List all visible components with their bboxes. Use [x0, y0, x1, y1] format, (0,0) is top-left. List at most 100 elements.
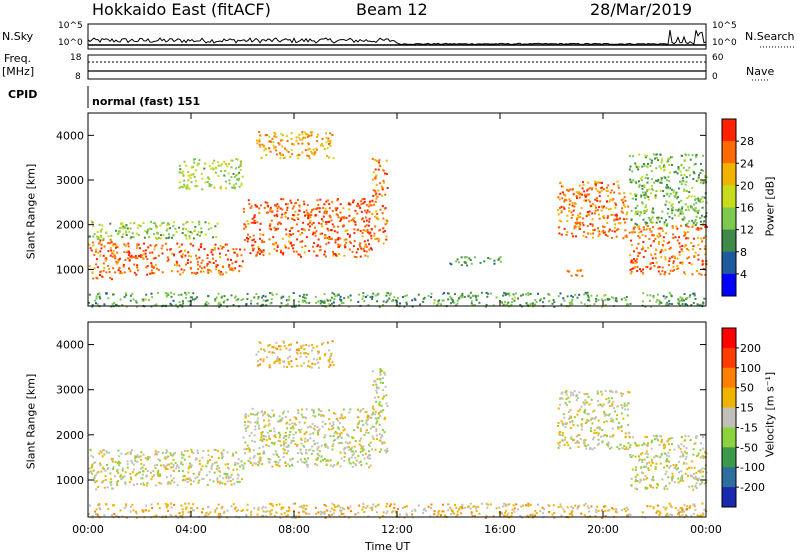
heatmap-cell: [138, 254, 140, 257]
heatmap-cell: [196, 476, 199, 479]
heatmap-cell: [135, 510, 137, 513]
heatmap-cell: [128, 481, 131, 484]
heatmap-cell: [552, 299, 555, 301]
heatmap-cell: [661, 210, 664, 213]
heatmap-cell: [257, 463, 260, 466]
heatmap-cell: [207, 295, 210, 298]
heatmap-cell: [584, 193, 587, 196]
heatmap-cell: [171, 479, 173, 482]
heatmap-cell: [308, 228, 311, 231]
heatmap-cell: [685, 237, 688, 240]
heatmap-cell: [699, 449, 702, 452]
heatmap-cell: [368, 220, 371, 223]
heatmap-cell: [221, 455, 224, 458]
heatmap-cell: [178, 301, 181, 304]
heatmap-cell: [282, 340, 285, 343]
heatmap-cell: [534, 514, 537, 517]
heatmap-cell: [128, 250, 130, 253]
heatmap-cell: [221, 506, 224, 509]
heatmap-cell: [328, 361, 331, 364]
heatmap-cell: [136, 269, 139, 272]
heatmap-cell: [635, 181, 638, 184]
heatmap-cell: [254, 428, 257, 431]
heatmap-cell: [97, 504, 100, 507]
heatmap-cell: [280, 251, 282, 254]
heatmap-cell: [378, 229, 381, 232]
heatmap-cell: [647, 196, 650, 198]
heatmap-cell: [644, 452, 647, 455]
heatmap-cell: [172, 453, 175, 456]
heatmap-cell: [208, 183, 211, 185]
heatmap-cell: [698, 515, 701, 518]
heatmap-cell: [663, 221, 666, 224]
heatmap-cell: [323, 147, 326, 150]
heatmap-cell: [604, 231, 607, 234]
heatmap-cell: [93, 267, 96, 270]
heatmap-cell: [563, 227, 566, 230]
heatmap-cell: [236, 255, 239, 257]
heatmap-cell: [259, 228, 261, 231]
heatmap-cell: [378, 401, 381, 404]
heatmap-cell: [157, 237, 160, 240]
heatmap-cell: [210, 251, 213, 254]
heatmap-cell: [674, 195, 677, 198]
heatmap-cell: [561, 422, 564, 425]
heatmap-cell: [572, 235, 574, 238]
heatmap-cell: [617, 218, 620, 221]
heatmap-cell: [301, 300, 304, 303]
heatmap-cell: [123, 227, 126, 230]
heatmap-cell: [144, 252, 147, 255]
heatmap-cell: [620, 298, 623, 301]
heatmap-cell: [561, 391, 564, 394]
heatmap-cell: [272, 243, 275, 246]
heatmap-cell: [681, 455, 684, 458]
heatmap-cell: [276, 355, 279, 358]
heatmap-cell: [275, 347, 277, 350]
heatmap-cell: [358, 461, 361, 464]
heatmap-cell: [100, 451, 103, 454]
heatmap-cell: [145, 474, 148, 477]
heatmap-cell: [340, 298, 343, 301]
heatmap-cell: [557, 425, 559, 427]
heatmap-cell: [307, 457, 309, 460]
heatmap-cell: [373, 215, 376, 218]
heatmap-cell: [633, 250, 635, 253]
heatmap-cell: [456, 513, 459, 516]
heatmap-cell: [629, 454, 632, 457]
heatmap-cell: [504, 511, 507, 514]
heatmap-cell: [219, 256, 222, 259]
heatmap-cell: [276, 203, 279, 206]
heatmap-cell: [305, 209, 308, 212]
heatmap-cell: [340, 413, 343, 416]
heatmap-cell: [273, 248, 276, 250]
heatmap-cell: [650, 253, 653, 256]
heatmap-cell: [667, 438, 670, 441]
heatmap-cell: [365, 250, 368, 253]
heatmap-cell: [695, 215, 698, 218]
heatmap-cell: [286, 366, 288, 369]
heatmap-cell: [314, 506, 317, 509]
heatmap-cell: [649, 262, 652, 265]
heatmap-cell: [601, 225, 604, 228]
heatmap-cell: [92, 244, 95, 247]
heatmap-cell: [369, 454, 372, 457]
heatmap-cell: [159, 224, 162, 227]
heatmap-cell: [127, 242, 130, 245]
heatmap-cell: [306, 133, 309, 136]
noise-sky-trace: [87, 30, 707, 46]
heatmap-cell: [343, 428, 346, 431]
heatmap-cell: [626, 514, 629, 517]
heatmap-cell: [563, 438, 566, 441]
heatmap-cell: [569, 304, 572, 307]
heatmap-cell: [185, 263, 187, 266]
heatmap-cell: [263, 206, 266, 209]
heatmap-cell: [260, 250, 263, 253]
heatmap-cell: [307, 223, 310, 226]
heatmap-cell: [348, 448, 351, 451]
heatmap-cell: [126, 460, 129, 463]
heatmap-cell: [325, 243, 328, 246]
heatmap-cell: [597, 509, 600, 512]
heatmap-cell: [317, 445, 320, 448]
heatmap-cell: [671, 209, 674, 212]
heatmap-cell: [302, 228, 305, 231]
